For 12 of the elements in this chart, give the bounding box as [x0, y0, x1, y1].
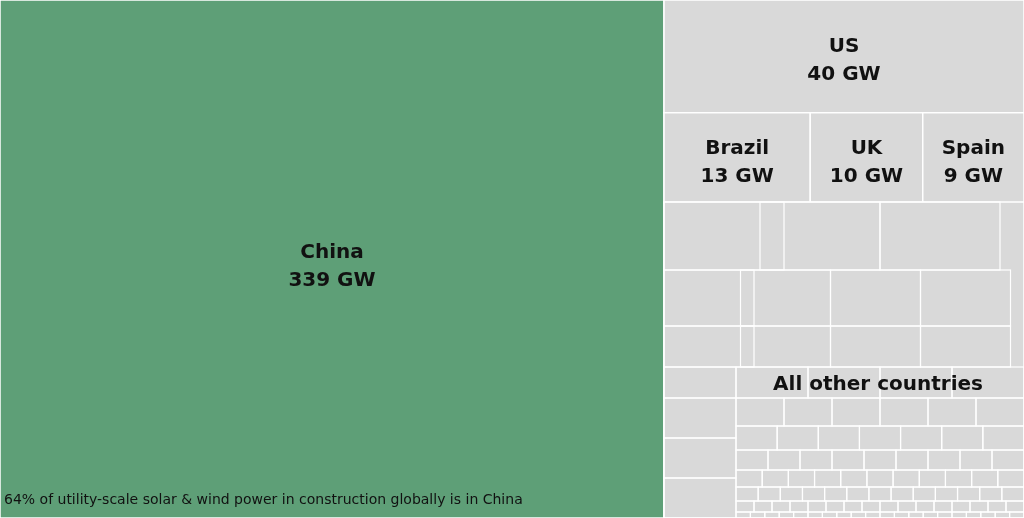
- data-label: 10 GW: [829, 162, 904, 187]
- data-label: 13 GW: [700, 162, 774, 187]
- category-label: China: [300, 239, 364, 263]
- category-label: Brazil: [705, 134, 770, 159]
- category-label: US: [828, 33, 860, 58]
- text: 64% of utility-scale solar & wind power in construction globally is in China: [4, 491, 523, 507]
- category-label: UK: [850, 134, 884, 159]
- category-label: All other countries: [773, 371, 983, 395]
- data-label: 9 GW: [943, 162, 1004, 187]
- data-label: 40 GW: [807, 61, 881, 86]
- category-label: Spain: [941, 134, 1006, 159]
- data-label: 339 GW: [288, 267, 376, 291]
